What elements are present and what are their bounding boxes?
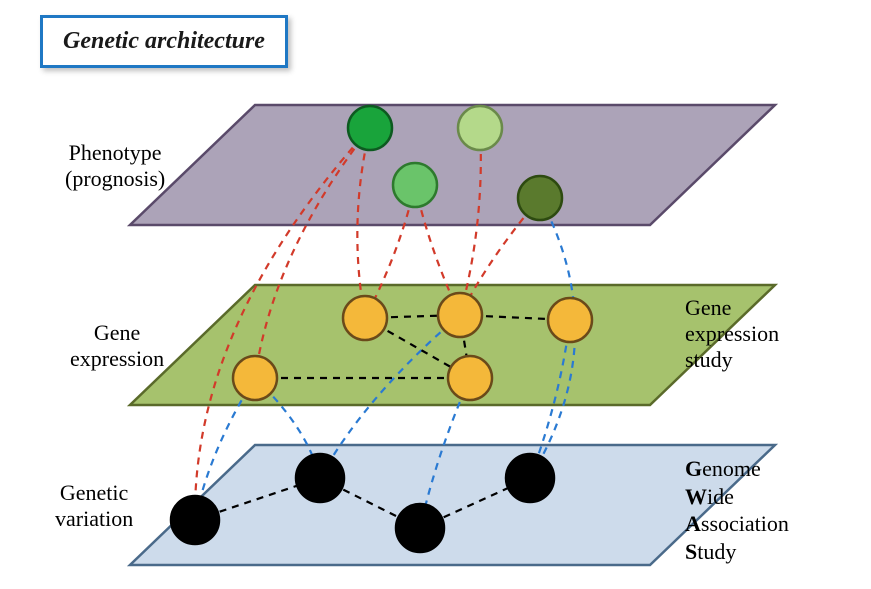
node-v3 — [396, 504, 444, 552]
label-genetic-variation: Genetic variation — [55, 480, 133, 532]
label-gene-expression-study: Gene expression study — [685, 295, 779, 373]
label-gexpr-r3: study — [685, 347, 733, 372]
node-v4 — [506, 454, 554, 502]
node-p3 — [393, 163, 437, 207]
label-genvar-l1: Genetic — [60, 480, 128, 505]
label-gexpr-r2: expression — [685, 321, 779, 346]
label-gexpr-l1: Gene — [94, 320, 140, 345]
node-p4 — [518, 176, 562, 220]
node-p1 — [348, 106, 392, 150]
gwas-ide: ide — [707, 484, 734, 509]
node-g1 — [343, 296, 387, 340]
node-v1 — [171, 496, 219, 544]
gwas-s: S — [685, 539, 697, 564]
label-phenotype-l2: (prognosis) — [65, 166, 165, 191]
gwas-ssociation: ssociation — [701, 511, 789, 536]
gwas-line-1: Genome — [685, 455, 789, 483]
gwas-line-4: Study — [685, 538, 789, 566]
node-g4 — [233, 356, 277, 400]
node-p2 — [458, 106, 502, 150]
label-gene-expression-left: Gene expression — [70, 320, 164, 372]
gwas-line-3: Association — [685, 510, 789, 538]
label-gwas: Genome Wide Association Study — [685, 455, 789, 565]
plane-top — [130, 105, 775, 225]
node-g3 — [548, 298, 592, 342]
gwas-w: W — [685, 484, 707, 509]
label-gexpr-l2: expression — [70, 346, 164, 371]
label-genvar-l2: variation — [55, 506, 133, 531]
label-phenotype-l1: Phenotype — [69, 140, 162, 165]
plane-bottom — [130, 445, 775, 565]
node-g5 — [448, 356, 492, 400]
gwas-g: G — [685, 456, 702, 481]
label-gexpr-r1: Gene — [685, 295, 731, 320]
gwas-enome: enome — [702, 456, 761, 481]
gwas-tudy: tudy — [697, 539, 736, 564]
gwas-line-2: Wide — [685, 483, 789, 511]
label-phenotype: Phenotype (prognosis) — [65, 140, 165, 192]
node-v2 — [296, 454, 344, 502]
gwas-a: A — [685, 511, 701, 536]
node-g2 — [438, 293, 482, 337]
